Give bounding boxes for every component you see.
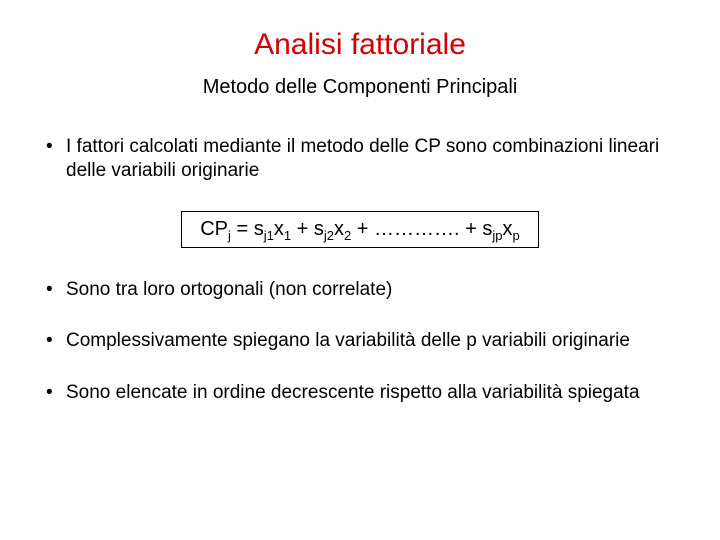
formula-term1-coef: s [254,218,264,240]
formula-term1-var: x [274,218,284,240]
formula-dots: + …………. + [351,218,482,240]
formula-box: CPj = sj1x1 + sj2x2 + …………. + sjpxp [181,211,539,248]
bullet-item: Complessivamente spiegano la variabilità… [40,329,680,353]
formula-term1-var-sub: 1 [284,228,291,243]
formula-last-coef: s [482,218,492,240]
formula-eq: = [231,218,254,240]
bullet-item: Sono elencate in ordine decrescente risp… [40,381,680,405]
slide: Analisi fattoriale Metodo delle Componen… [0,0,720,540]
bullet-item: Sono tra loro ortogonali (non correlate) [40,278,680,302]
bullet-list-2: Sono tra loro ortogonali (non correlate)… [40,278,680,405]
slide-title: Analisi fattoriale [40,28,680,62]
formula-last-var-sub: p [513,228,520,243]
formula-container: CPj = sj1x1 + sj2x2 + …………. + sjpxp [40,211,680,248]
bullet-item: I fattori calcolati mediante il metodo d… [40,135,680,183]
formula-last-coef-sub: jp [492,228,502,243]
formula-term2-coef: s [314,218,324,240]
formula-term1-coef-sub: j1 [264,228,274,243]
formula-last-var: x [503,218,513,240]
slide-subtitle: Metodo delle Componenti Principali [40,76,680,99]
bullet-list: I fattori calcolati mediante il metodo d… [40,135,680,183]
formula-lhs-base: CP [200,218,228,240]
formula-term2-var: x [334,218,344,240]
formula-term2-coef-sub: j2 [324,228,334,243]
